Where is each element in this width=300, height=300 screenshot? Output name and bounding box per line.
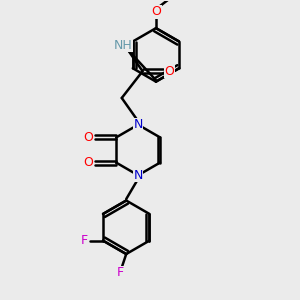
Text: F: F bbox=[117, 266, 124, 279]
Text: O: O bbox=[83, 156, 93, 169]
Text: O: O bbox=[164, 65, 174, 78]
Text: O: O bbox=[151, 5, 161, 18]
Text: F: F bbox=[81, 234, 88, 247]
Text: N: N bbox=[134, 169, 143, 182]
Text: N: N bbox=[134, 118, 143, 131]
Text: NH: NH bbox=[114, 39, 133, 52]
Text: O: O bbox=[83, 131, 93, 144]
